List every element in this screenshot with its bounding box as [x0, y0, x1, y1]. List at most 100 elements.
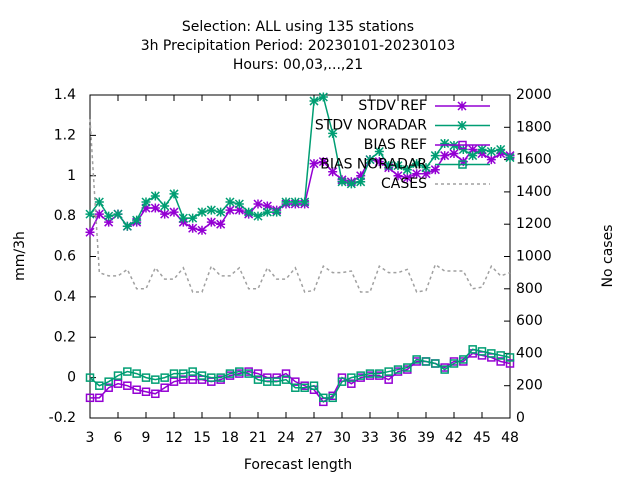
point: [95, 393, 104, 403]
point: [122, 221, 132, 231]
point: [104, 383, 113, 392]
point: [104, 377, 113, 386]
point: [104, 211, 114, 221]
point: [486, 155, 496, 165]
point: [150, 203, 160, 213]
point: [225, 205, 235, 215]
point: [440, 151, 450, 161]
point: [123, 367, 132, 376]
y2-tick-label: 1600: [516, 152, 552, 168]
point: [253, 199, 263, 209]
point: [318, 157, 328, 167]
point: [440, 365, 449, 374]
legend-label: CASES: [381, 176, 427, 192]
point: [113, 371, 123, 380]
point: [421, 357, 431, 366]
point: [169, 189, 179, 199]
point: [206, 205, 216, 215]
x-tick-label: 3: [86, 430, 95, 446]
y2-tick-label: 200: [516, 378, 543, 394]
point: [384, 161, 394, 171]
point: [169, 369, 179, 378]
legend-marker: [457, 120, 467, 131]
x-tick-label: 6: [114, 430, 123, 446]
point: [216, 207, 226, 217]
point: [272, 377, 281, 386]
point: [85, 227, 95, 237]
series-line: [89, 348, 511, 399]
point: [328, 393, 337, 403]
y2-tick-label: 800: [516, 281, 543, 297]
point: [151, 375, 160, 384]
point: [328, 128, 338, 138]
point: [356, 171, 366, 181]
series-line: [89, 95, 511, 228]
point: [477, 347, 487, 356]
point: [262, 201, 272, 211]
point: [207, 373, 216, 382]
point: [374, 146, 384, 157]
point: [318, 92, 328, 102]
point: [486, 146, 496, 157]
y-tick-label: 1: [67, 168, 76, 184]
series-line: [89, 119, 511, 293]
y-tick-label: 0.2: [54, 329, 76, 345]
legend-label: STDV REF: [358, 98, 427, 114]
point: [141, 197, 151, 207]
point: [234, 205, 244, 215]
x-tick-label: 12: [165, 430, 183, 446]
point: [402, 173, 412, 183]
point: [206, 217, 216, 227]
point: [160, 383, 169, 392]
series-line: [90, 352, 511, 403]
point: [253, 211, 263, 221]
point: [309, 96, 319, 106]
x-tick-label: 45: [473, 430, 491, 446]
chart-title: Hours: 00,03,...,21: [233, 57, 363, 73]
point: [300, 383, 309, 392]
point: [468, 144, 478, 155]
point: [384, 367, 393, 376]
point: [132, 215, 142, 225]
x-tick-label: 39: [417, 430, 435, 446]
point: [440, 138, 450, 148]
point: [290, 197, 300, 207]
point: [151, 389, 160, 399]
point: [300, 197, 310, 207]
y2-tick-label: 1000: [516, 249, 552, 265]
point: [197, 207, 207, 217]
point: [430, 151, 440, 161]
point: [160, 373, 169, 382]
point: [505, 359, 515, 368]
chart-title: Selection: ALL using 135 stations: [182, 19, 414, 35]
point: [421, 169, 431, 179]
point: [505, 353, 515, 362]
point: [94, 209, 104, 219]
point: [328, 167, 338, 177]
point: [505, 153, 515, 163]
point: [188, 223, 198, 233]
point: [384, 375, 393, 384]
point: [375, 369, 384, 378]
legend-label: BIAS REF: [364, 137, 427, 153]
y-tick-label: 1.4: [54, 87, 76, 103]
point: [123, 381, 132, 390]
point: [449, 149, 459, 159]
point: [197, 371, 207, 380]
point: [85, 209, 95, 219]
point: [458, 144, 468, 155]
point: [262, 207, 272, 217]
point: [365, 155, 375, 165]
y-tick-label: 0.6: [54, 249, 76, 265]
legend-marker: [457, 101, 467, 111]
point: [291, 383, 300, 392]
point: [216, 373, 225, 382]
point: [487, 349, 496, 358]
point: [356, 177, 366, 187]
point: [104, 217, 114, 227]
point: [141, 203, 151, 213]
point: [179, 375, 188, 384]
point: [263, 377, 272, 386]
point: [179, 369, 188, 378]
